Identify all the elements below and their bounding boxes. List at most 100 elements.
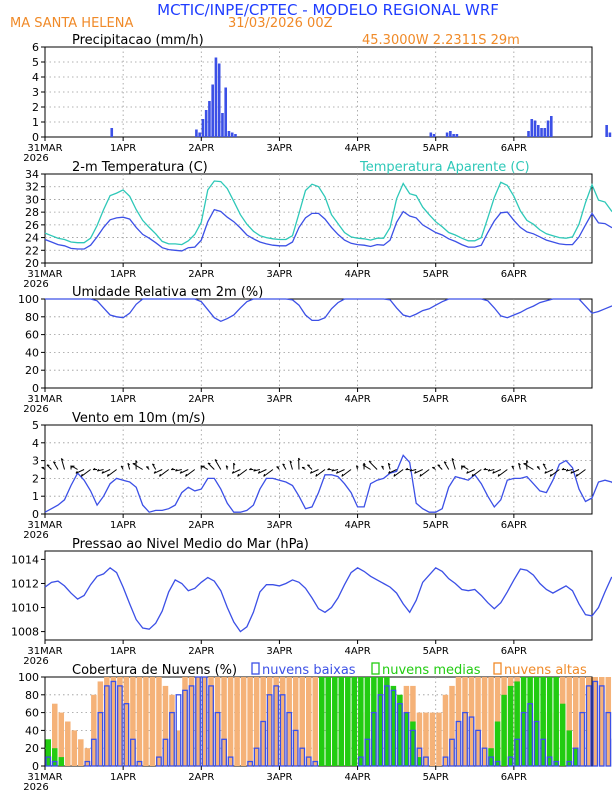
cloud-bar-nuvens-altas [214,677,221,766]
x-tick-label: 4APR [344,394,370,405]
cloud-bar-nuvens-baixas [383,685,390,767]
panel-title: Vento em 10m (m/s) [72,411,205,426]
cloud-bar-nuvens-baixas [585,685,592,767]
x-tick-label: 4APR [344,269,370,280]
wind-arrow [393,469,404,477]
wind-arrow-head [120,465,124,468]
cloud-bar-nuvens-baixas [110,680,117,767]
x-tick-label: 2APR [188,394,214,405]
cloud-bar-nuvens-altas [110,677,117,766]
x-tick-label: 1APR [110,143,136,154]
cloud-bar-nuvens-altas [468,677,475,766]
precip-bar [445,132,449,137]
wind-arrow [466,469,475,474]
wind-arrow [60,458,66,470]
panel-title: 2-m Temperatura (C) [72,160,208,175]
cloud-bar-nuvens-altas [253,677,260,766]
cloud-bar-nuvens-medias [384,677,390,766]
cloud-bar-nuvens-medias [390,685,397,766]
cloud-bar-nuvens-altas [71,730,78,766]
y-tick-label: 6 [32,41,39,54]
cloud-bar-nuvens-altas [123,677,130,766]
cloud-bar-nuvens-baixas [403,711,410,767]
x-tick-label: 3APR [266,143,292,154]
legend-swatch [493,662,502,675]
wind-arrow [289,460,293,470]
wind-arrow [462,465,469,470]
y-tick-label: 40 [25,724,39,737]
cloud-bar-nuvens-baixas [201,676,208,767]
header-coords: 45.3000W 2.2311S 29m [362,33,520,48]
y-tick-label: 100 [18,293,39,306]
wind-arrow-head [80,473,83,477]
wind-arrow [542,463,547,470]
precip-bar [432,134,436,137]
x-tick-label: 2APR [188,772,214,783]
cloud-bar-nuvens-altas [292,677,299,766]
cloud-bar-nuvens-baixas [182,689,188,767]
x-tick-label: 4APR [344,772,370,783]
cloud-bar-nuvens-altas [240,677,247,766]
wind-arrow-head [152,463,155,466]
cloud-bar-nuvens-medias [338,677,345,766]
x-tick-label: 5APR [423,646,449,657]
x-tick-label: 1APR [110,772,136,783]
cloud-bar-nuvens-baixas [123,703,130,767]
cloud-bar-nuvens-baixas [475,729,481,767]
precip-bar [536,125,540,137]
wind-arrow-head [570,470,573,474]
cloud-bar-nuvens-baixas [410,729,416,767]
wind-arrow-head [409,468,412,472]
y-tick-label: 1014 [11,553,39,566]
wind-arrow [492,469,502,474]
cloud-bar-nuvens-altas [195,677,201,766]
wind-arrow-head [461,465,464,468]
cloud-bar-nuvens-baixas [103,685,110,767]
x-tick-label: 3APR [266,646,292,657]
y-tick-label: 3 [32,86,39,99]
precip-bar [214,57,218,137]
wind-arrow-head [341,473,344,477]
cloud-bar-nuvens-baixas [462,711,468,767]
cloud-bar-nuvens-medias [527,677,533,766]
cloud-bar-nuvens-altas [162,685,169,766]
panel-0: 0 1 2 3 4 5 6 31MAR 1APR 2APR 3APR 4APR 5APR 6APR 2026… [23,33,612,164]
wind-arrow-head [214,459,218,462]
cloud-bar-nuvens-altas [449,685,455,766]
cloud-bar-nuvens-baixas [188,685,195,767]
wind-arrow [263,469,274,477]
cloud-bar-nuvens-baixas [260,720,267,767]
x-tick-label: 6APR [501,394,527,405]
wind-arrow [46,464,52,470]
panel-title: Pressao ao Nivel Medio do Mar (hPa) [72,537,309,552]
cloud-bar-nuvens-medias [377,677,384,766]
wind-arrow [258,469,267,474]
wind-arrow-head [175,468,178,472]
cloud-bar-nuvens-baixas [357,756,364,767]
cloud-bar-nuvens-baixas [520,711,527,767]
cloud-bar-nuvens-altas [273,677,279,766]
cloud-bar-nuvens-altas [58,712,65,766]
wind-arrow [523,463,534,470]
y-tick-label: 0 [32,508,39,521]
x-year-label: 2026 [23,153,48,164]
wind-arrow-head [159,473,161,477]
wind-arrow [237,469,248,477]
cloud-bar-nuvens-baixas [136,760,143,767]
cloud-bar-nuvens-altas [188,677,195,766]
cloud-bar-nuvens-altas [605,677,612,766]
y-tick-label: 24 [25,232,39,245]
y-tick-label: 22 [25,244,39,257]
wind-arrow-head [276,466,280,468]
y-tick-label: 1 [32,116,39,129]
wind-arrow-head [437,464,441,466]
cloud-bar-nuvens-baixas [221,738,227,767]
wind-arrow-head [575,473,578,477]
wind-arrow-head [237,473,240,477]
cloud-bar-nuvens-baixas [546,756,553,767]
cloud-bar-nuvens-medias [410,721,416,766]
wind-arrow-head [127,462,131,466]
panel-title: Umidade Relativa em 2m (%) [72,285,263,300]
wind-arrow-head [331,468,334,472]
cloud-bar-nuvens-altas [481,677,488,766]
